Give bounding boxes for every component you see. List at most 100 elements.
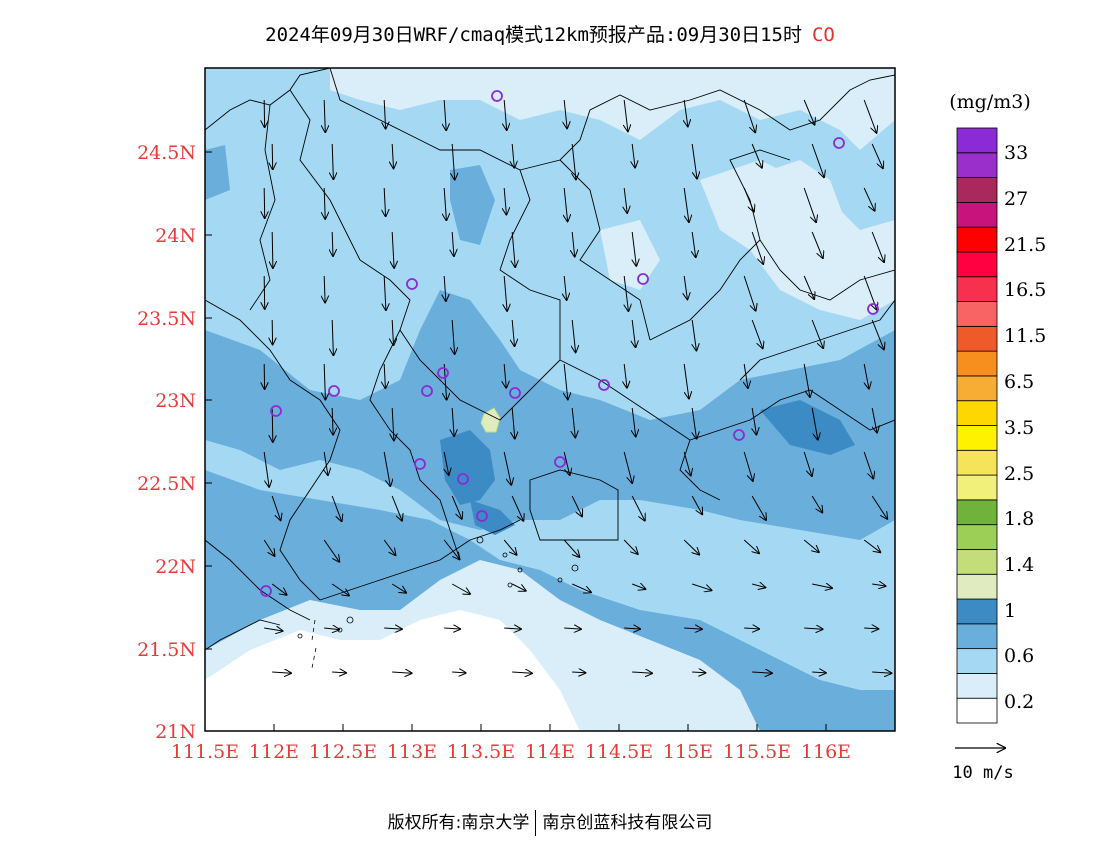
station-markers xyxy=(260,90,879,597)
wind-arrow xyxy=(392,231,394,268)
wind-arrow xyxy=(444,187,446,220)
wind-arrow xyxy=(332,672,346,673)
wind-arrow xyxy=(384,187,385,216)
wind-arrow xyxy=(743,451,753,481)
colorbar-label: 11.5 xyxy=(1004,325,1046,347)
wind-arrow xyxy=(803,99,814,125)
wind-arrow xyxy=(691,143,697,179)
wind-arrow xyxy=(743,99,755,132)
wind-arrow xyxy=(871,231,884,262)
station-marker xyxy=(554,456,566,468)
y-tick-label: 23N xyxy=(155,390,196,412)
x-tick-label: 115E xyxy=(663,741,713,763)
station-marker xyxy=(509,387,521,399)
wind-arrow xyxy=(803,451,812,476)
wind-arrow xyxy=(752,672,772,673)
wind-arrow xyxy=(392,672,411,673)
wind-arrow xyxy=(683,539,699,555)
wind-arrow xyxy=(803,363,810,397)
wind-arrow xyxy=(452,143,455,180)
wind-arrow xyxy=(563,451,570,475)
wind-arrow xyxy=(332,407,333,435)
footer: 版权所有:南京大学 南京创蓝科技有限公司 xyxy=(0,808,1100,836)
wind-arrow xyxy=(444,363,446,400)
colorbar-swatch xyxy=(956,301,998,327)
wind-arrow xyxy=(504,99,507,130)
wind-arrow xyxy=(751,319,763,348)
wind-arrow xyxy=(624,363,627,388)
y-tick-label: 23.5N xyxy=(137,308,196,330)
colorbar-swatch xyxy=(956,177,998,203)
wind-arrow xyxy=(743,539,759,553)
wind-arrow xyxy=(743,275,755,311)
wind-arrow xyxy=(384,275,386,310)
wind-arrow xyxy=(803,539,819,552)
wind-arrow xyxy=(451,583,470,594)
wind-arrow xyxy=(683,451,691,476)
colorbar-label: 1 xyxy=(1004,600,1016,622)
wind-arrow xyxy=(452,231,454,256)
wind-arrow xyxy=(863,99,876,133)
wind-arrow xyxy=(803,187,816,222)
colorbar-label: 21.5 xyxy=(1004,234,1046,256)
wind-arrow xyxy=(571,495,582,516)
wind-arrow xyxy=(452,407,454,436)
wind-arrow xyxy=(624,187,627,213)
wind-arrow xyxy=(324,187,325,219)
wind-arrow xyxy=(324,363,325,399)
wind-arrow xyxy=(752,584,765,588)
wind-arrow xyxy=(744,363,748,388)
wind-arrow xyxy=(692,407,696,439)
colorbar-label: 1.4 xyxy=(1004,554,1034,576)
colorbar-swatch xyxy=(956,549,998,575)
wind-arrow xyxy=(572,231,575,257)
wind-arrow xyxy=(743,187,754,212)
x-axis: 111.5E 112E 112.5E 113E 113.5E 114E 114.… xyxy=(171,741,851,763)
wind-arrow xyxy=(871,495,887,519)
colorbar-swatch xyxy=(956,226,998,253)
wind-arrow xyxy=(811,143,824,177)
wind-arrow xyxy=(383,451,390,486)
colorbar-label: 6.5 xyxy=(1004,371,1034,393)
wind-arrow xyxy=(512,143,514,168)
wind-arrow xyxy=(863,451,873,479)
wind-arrow xyxy=(511,583,526,591)
colorbar-label: 0.6 xyxy=(1004,645,1034,667)
wind-arrow xyxy=(264,275,265,309)
wind-arrow xyxy=(444,99,446,130)
colorbar-swatch xyxy=(956,623,998,650)
wind-arrow xyxy=(563,539,579,557)
wind-arrow xyxy=(623,451,632,483)
station-marker xyxy=(457,473,469,485)
footer-copyright: 版权所有:南京大学 xyxy=(387,813,530,833)
wind-arrow xyxy=(512,319,514,346)
wind-arrow xyxy=(332,143,333,179)
station-marker xyxy=(437,367,449,379)
wind-arrow xyxy=(444,628,460,629)
wind-arrow xyxy=(572,143,576,179)
wind-arrow xyxy=(811,407,818,440)
wind-arrow xyxy=(871,143,883,168)
x-tick-label: 114E xyxy=(525,741,575,763)
colorbar-label: 16.5 xyxy=(1004,279,1046,301)
wind-arrow xyxy=(571,583,591,592)
wind-arrow xyxy=(384,99,385,129)
wind-arrow xyxy=(512,672,532,673)
wind-arrow xyxy=(324,275,325,302)
wind-arrow xyxy=(692,319,696,350)
wind-arrow xyxy=(572,407,575,437)
wind-arrow xyxy=(444,451,449,475)
wind-arrow xyxy=(684,275,687,299)
colorbar-label: 33 xyxy=(1004,142,1028,164)
station-marker xyxy=(833,137,845,149)
wind-arrow xyxy=(572,319,575,352)
wind-arrow xyxy=(511,495,523,521)
y-tick-label: 24N xyxy=(155,225,196,247)
station-marker xyxy=(421,385,433,397)
colorbar-unit: (mg/m3) xyxy=(949,91,1031,113)
wind-arrow xyxy=(332,319,333,355)
wind-arrow xyxy=(632,672,652,673)
wind-arrow xyxy=(872,672,891,673)
wind-arrow xyxy=(323,539,339,562)
colorbar-swatch xyxy=(956,201,998,228)
